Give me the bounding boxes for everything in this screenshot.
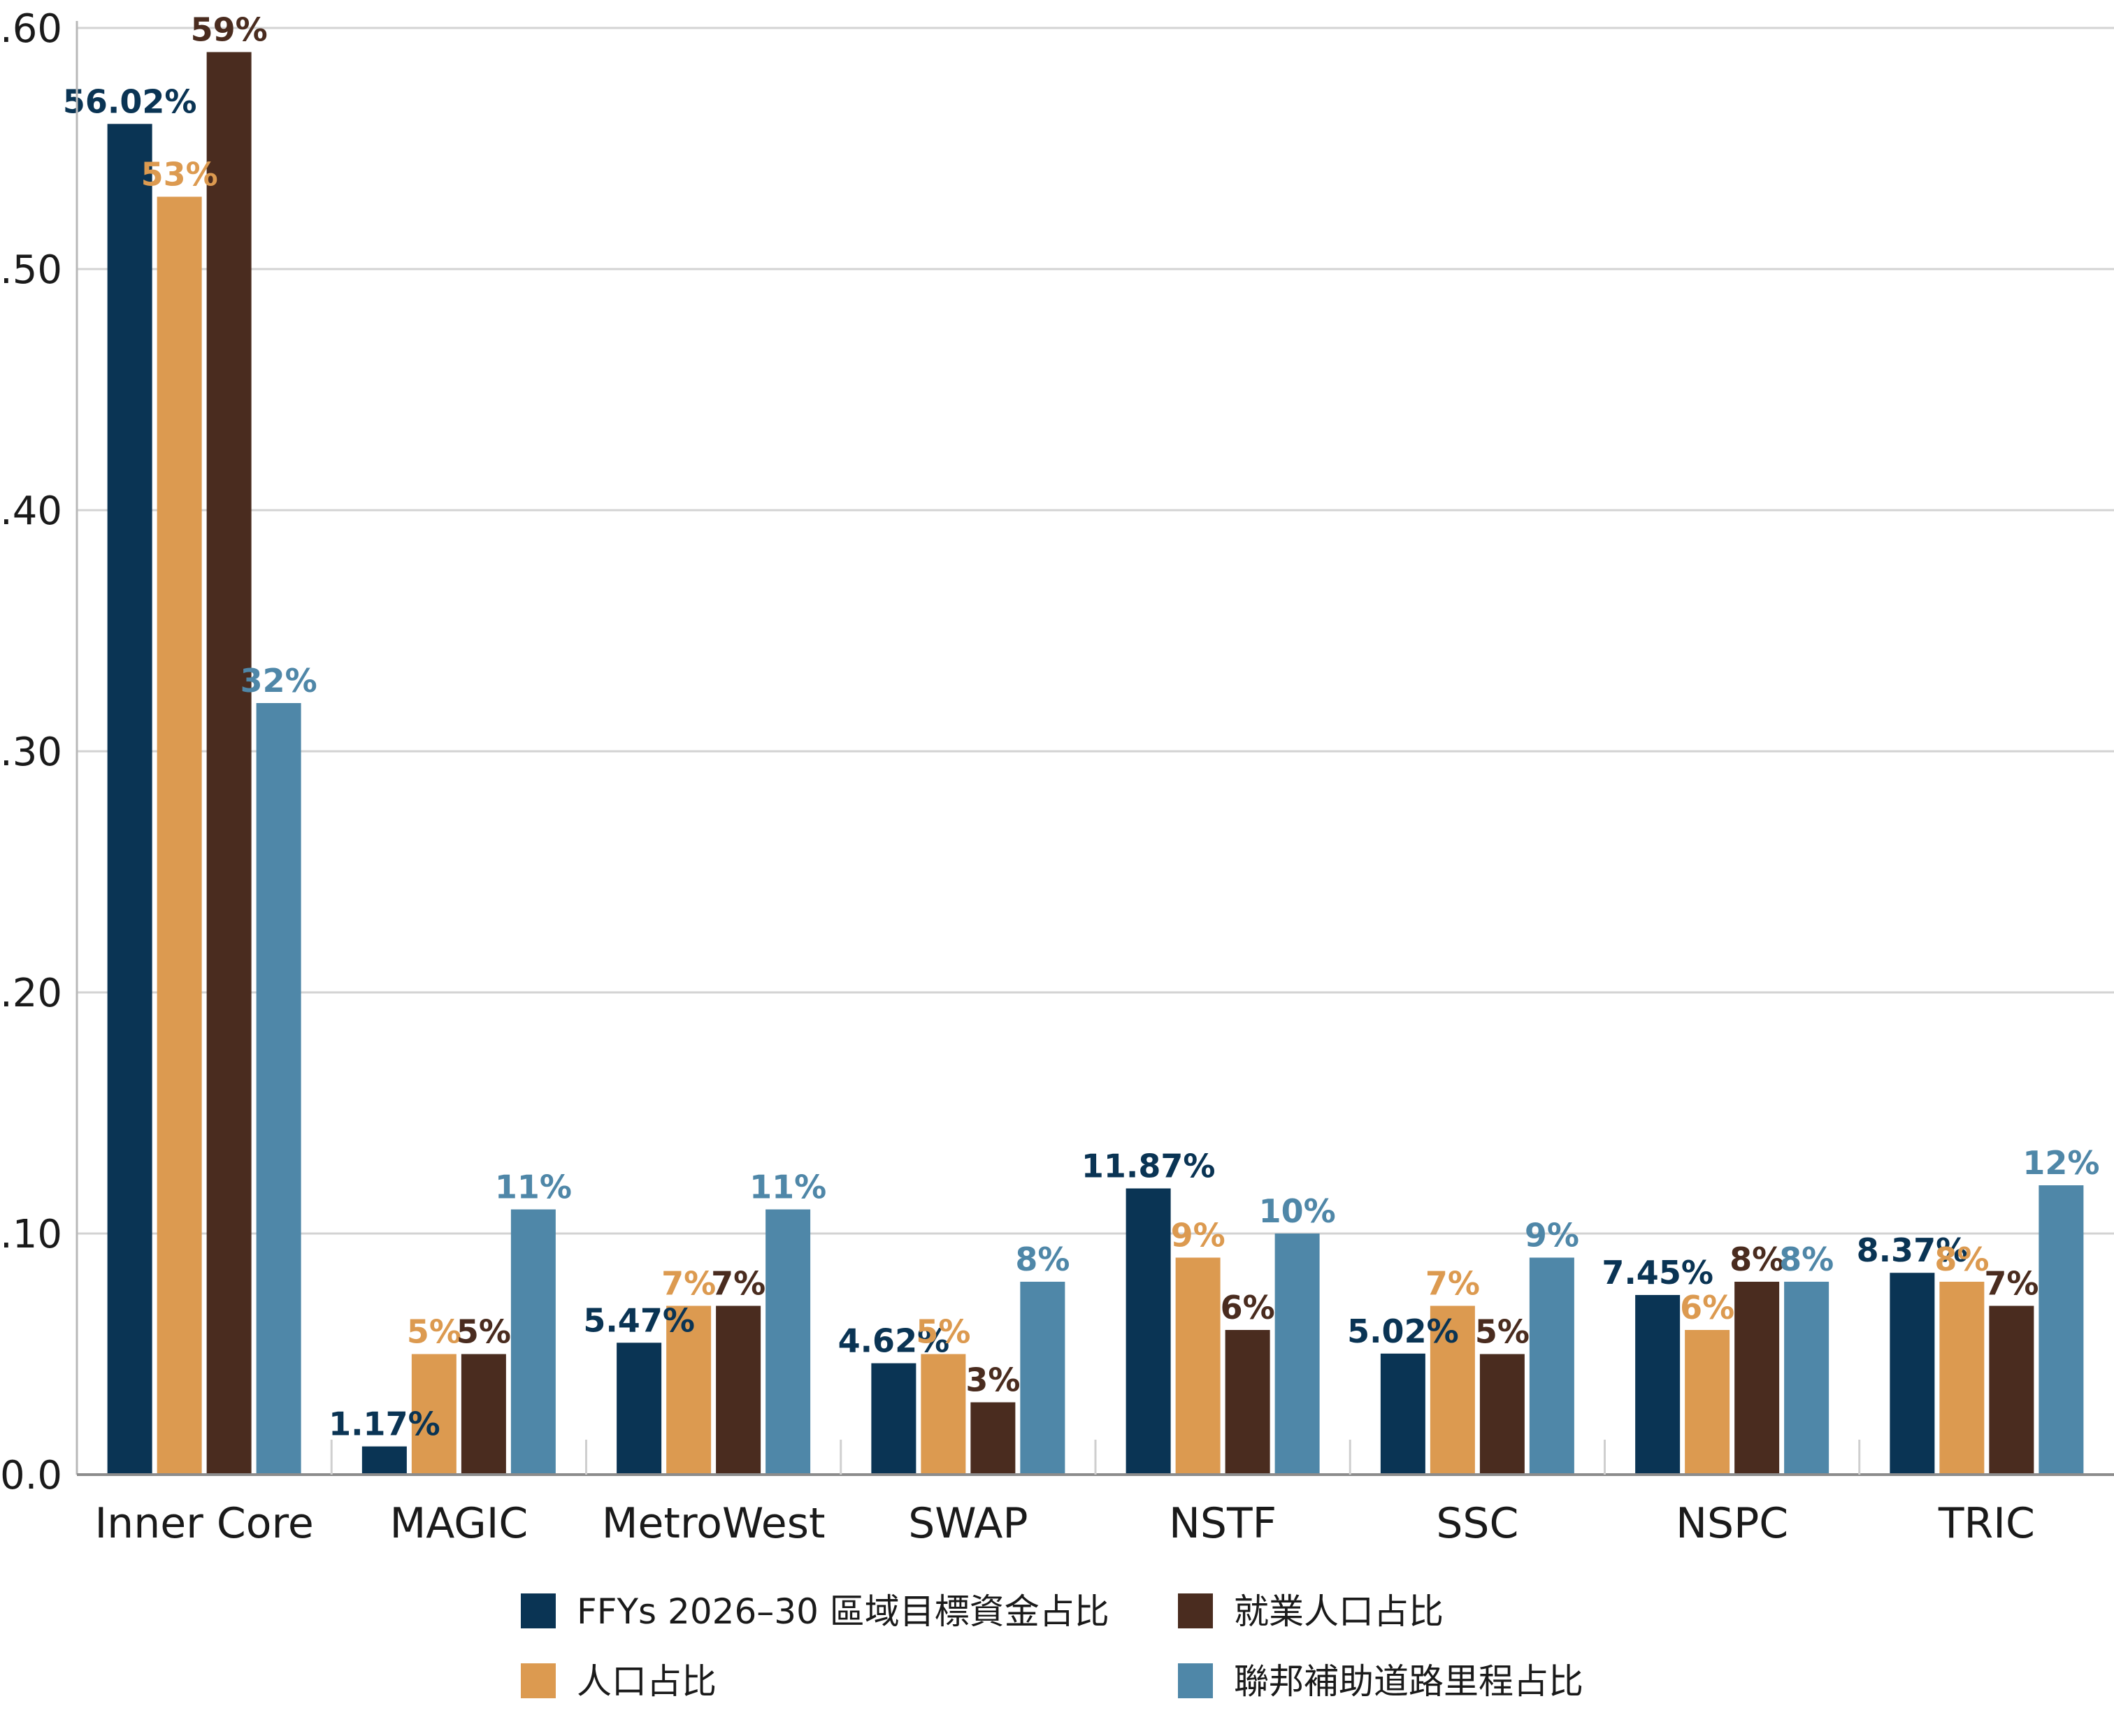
bar xyxy=(716,1305,761,1475)
bar xyxy=(361,1446,407,1475)
data-label: 6% xyxy=(1680,1289,1734,1326)
legend-swatch xyxy=(1178,1663,1213,1698)
data-label: 10% xyxy=(1259,1192,1336,1230)
x-category-label: MetroWest xyxy=(602,1499,826,1548)
data-label: 9% xyxy=(1171,1217,1225,1254)
data-label: 5.02% xyxy=(1347,1312,1459,1350)
bar xyxy=(256,703,301,1475)
bar xyxy=(1635,1294,1681,1475)
data-label: 5% xyxy=(916,1313,970,1351)
data-label: 5.47% xyxy=(583,1301,695,1339)
x-category-label: NSTF xyxy=(1169,1499,1277,1548)
data-label: 1.17% xyxy=(329,1405,440,1443)
data-label: 7% xyxy=(661,1265,716,1303)
bar xyxy=(2038,1185,2084,1475)
data-label: 8% xyxy=(1934,1240,1989,1278)
bar xyxy=(1734,1282,1780,1475)
data-label: 11% xyxy=(495,1169,572,1206)
data-label: 56.02% xyxy=(63,82,197,120)
bar xyxy=(206,52,252,1475)
data-label: 59% xyxy=(191,11,268,49)
x-category-label: SSC xyxy=(1436,1499,1518,1548)
bar xyxy=(1274,1234,1320,1475)
data-label: 3% xyxy=(965,1361,1020,1399)
data-label: 8% xyxy=(1779,1240,1834,1278)
data-label: 8% xyxy=(1015,1240,1070,1278)
x-category-label: MAGIC xyxy=(389,1499,528,1548)
data-label: 5% xyxy=(407,1313,461,1351)
bar xyxy=(1175,1257,1221,1475)
bar xyxy=(157,196,202,1475)
data-label: 53% xyxy=(141,156,218,194)
bar xyxy=(1939,1282,1985,1475)
data-label: 5% xyxy=(1475,1313,1530,1351)
data-label: 7% xyxy=(711,1265,765,1303)
y-tick-label: .50 xyxy=(0,247,62,293)
legend-label: 人口占比 xyxy=(577,1661,717,1702)
bar xyxy=(765,1209,811,1475)
x-category-label: SWAP xyxy=(908,1499,1028,1548)
y-tick-label: .40 xyxy=(0,489,62,534)
bar xyxy=(1430,1305,1475,1475)
data-label: 6% xyxy=(1221,1289,1275,1326)
value-labels-layer: 56.02%53%59%32%1.17%5%5%11%5.47%7%7%11%4… xyxy=(63,11,2100,1443)
bar xyxy=(411,1354,456,1475)
bar xyxy=(1225,1330,1270,1475)
data-label: 5% xyxy=(456,1313,511,1351)
bars-layer xyxy=(107,52,2084,1475)
data-label: 8.37% xyxy=(1857,1231,1969,1269)
legend-label: 就業人口占比 xyxy=(1234,1591,1444,1632)
bar xyxy=(461,1354,506,1475)
bar xyxy=(617,1343,662,1475)
y-tick-label: .10 xyxy=(0,1212,62,1257)
legend-swatch xyxy=(521,1593,556,1628)
bar xyxy=(1479,1354,1525,1475)
axis-layer: .60 .50 .40 .30 .20 .10 0.0 Inner Core MAGIC Metr… xyxy=(0,6,2114,1548)
data-label: 7.45% xyxy=(1602,1254,1713,1292)
y-tick-label: .60 xyxy=(0,6,62,52)
bar xyxy=(1020,1282,1065,1475)
y-tick-label: 0.0 xyxy=(0,1453,62,1498)
bar xyxy=(1989,1305,2034,1475)
bar xyxy=(1685,1330,1730,1475)
legend-swatch xyxy=(1178,1593,1213,1628)
x-category-label: Inner Core xyxy=(94,1499,313,1548)
legend-label: 聯邦補助道路里程占比 xyxy=(1234,1661,1583,1702)
grid-layer xyxy=(77,27,2114,1235)
bar xyxy=(921,1354,966,1475)
bar xyxy=(871,1363,916,1475)
y-tick-label: .20 xyxy=(0,971,62,1016)
legend-swatch xyxy=(521,1663,556,1698)
data-label: 8% xyxy=(1730,1240,1784,1278)
data-label: 11.87% xyxy=(1081,1147,1216,1185)
data-label: 12% xyxy=(2022,1144,2099,1182)
bar xyxy=(510,1209,556,1475)
y-tick-label: .30 xyxy=(0,730,62,775)
data-label: 4.62% xyxy=(838,1322,950,1360)
bar xyxy=(107,124,152,1475)
bar xyxy=(1529,1257,1574,1475)
bar xyxy=(1380,1353,1425,1475)
x-category-label: TRIC xyxy=(1938,1499,2035,1548)
data-label: 7% xyxy=(1425,1265,1480,1303)
bar xyxy=(1890,1273,1935,1475)
bar xyxy=(1126,1188,1171,1475)
data-label: 7% xyxy=(1984,1265,2038,1303)
data-label: 9% xyxy=(1525,1217,1579,1254)
legend-label: FFYs 2026–30 區域目標資金占比 xyxy=(577,1591,1109,1632)
bar xyxy=(666,1305,712,1475)
bar xyxy=(1784,1282,1829,1475)
data-label: 11% xyxy=(749,1169,826,1206)
data-label: 32% xyxy=(240,662,317,700)
x-category-label: NSPC xyxy=(1676,1499,1788,1548)
bar xyxy=(970,1402,1016,1475)
